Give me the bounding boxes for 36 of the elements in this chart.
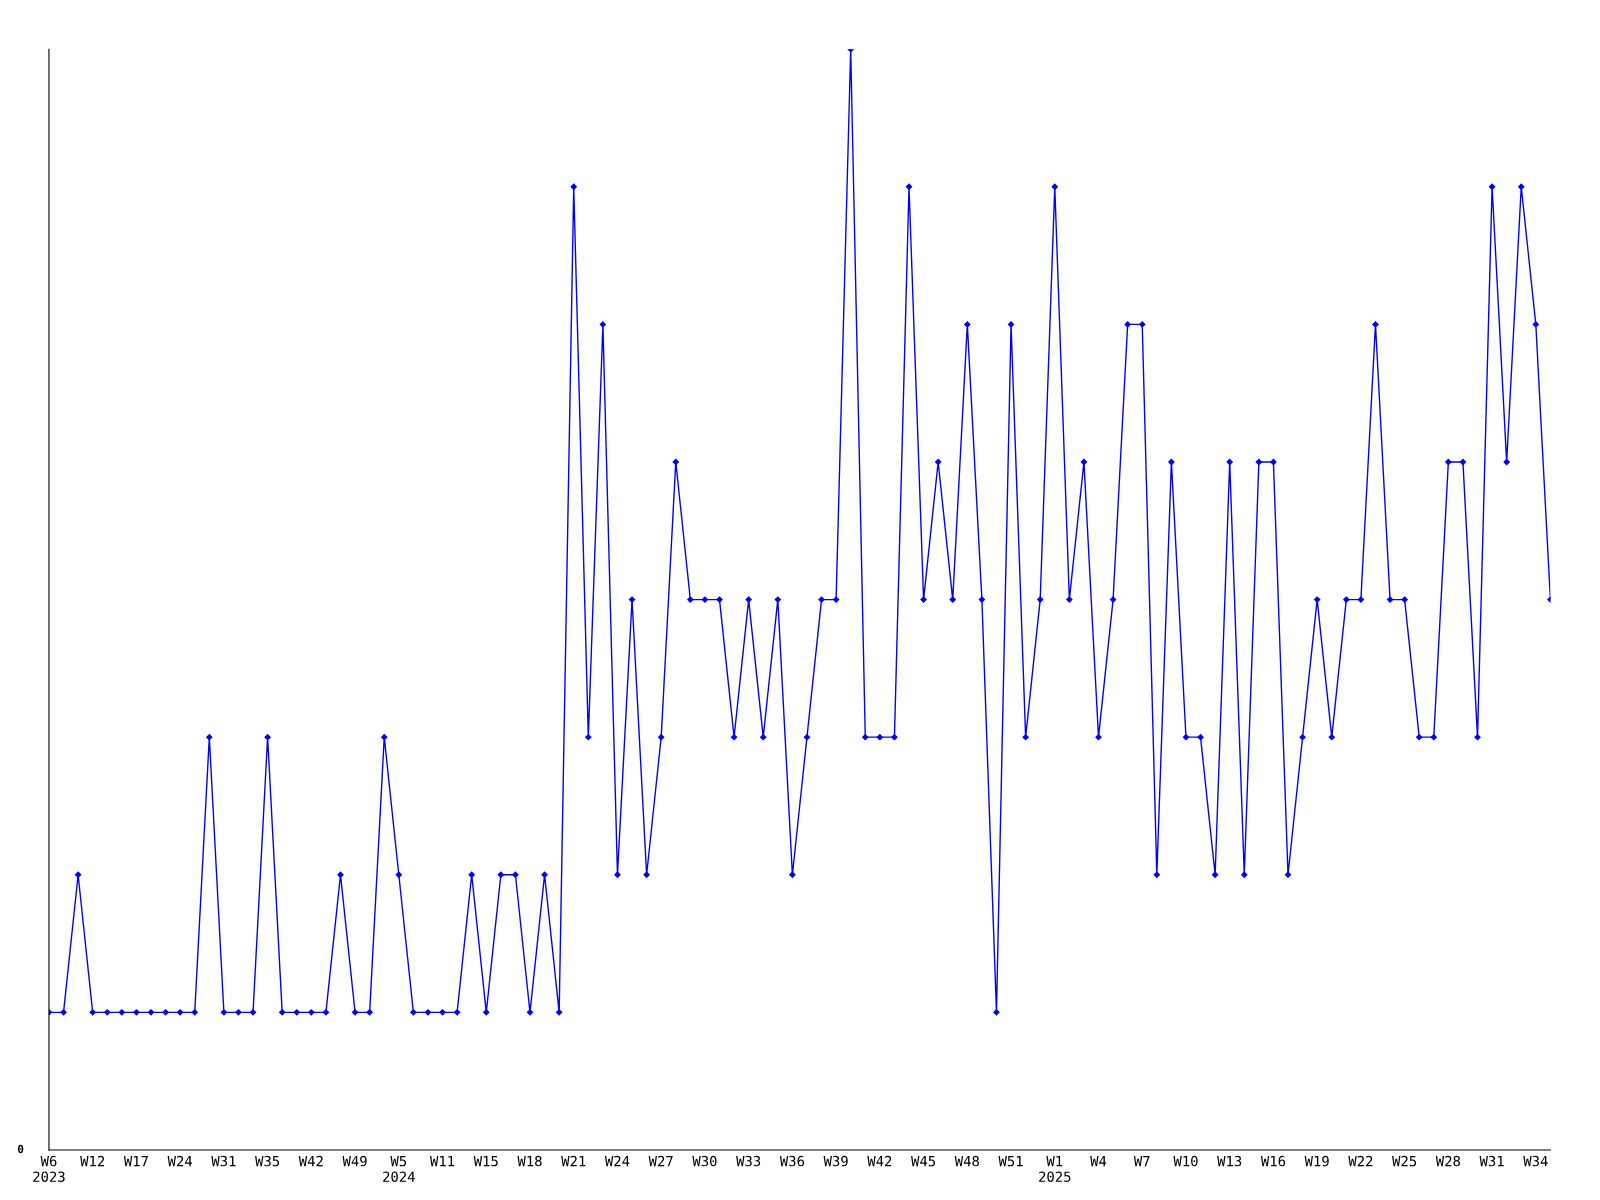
x-tick-label: W33	[736, 1155, 761, 1167]
x-tick-label: W16	[1260, 1155, 1286, 1167]
x-tick-label: W24	[167, 1155, 193, 1167]
x-tick-label: W7	[1133, 1156, 1150, 1167]
x-tick-label: W19	[1304, 1155, 1329, 1167]
x-tick-label: W13	[1217, 1155, 1242, 1167]
x-tick-label: W35	[255, 1155, 280, 1167]
x-tick-label: W42	[298, 1155, 323, 1167]
x-tick-label: W48	[954, 1155, 979, 1167]
x-tick-label: W31	[1479, 1155, 1504, 1167]
x-tick-label: W36	[779, 1155, 805, 1167]
x-tick-label: W18	[517, 1155, 542, 1167]
x-tick-label: W25	[1392, 1155, 1417, 1167]
x-tick-label: W10	[1173, 1155, 1198, 1167]
x-tick-label: W1 2025	[1039, 1156, 1071, 1182]
x-tick-label: W17	[123, 1156, 148, 1167]
x-tick-label: W28	[1435, 1155, 1461, 1167]
x-tick-label: W42	[867, 1155, 892, 1167]
x-tick-label: W27	[648, 1155, 673, 1167]
x-tick-label: W39	[823, 1155, 848, 1167]
x-tick-label: W30	[692, 1155, 717, 1167]
x-tick-label: W24	[604, 1155, 630, 1167]
x-tick-label: W5 2024	[383, 1156, 415, 1182]
x-tick-label: W12	[80, 1155, 105, 1167]
x-tick-label: W15	[473, 1156, 498, 1167]
x-tick-label: W34	[1523, 1155, 1548, 1167]
x-tick-label: W51	[998, 1156, 1023, 1167]
x-tick-label: W22	[1348, 1155, 1373, 1167]
x-tick-label: W31	[211, 1155, 236, 1167]
x-tick-label: W49	[342, 1155, 367, 1167]
x-tick-label: W6 2023	[33, 1155, 65, 1182]
text: 0	[17, 1144, 24, 1154]
x-tick-label: W21	[561, 1155, 586, 1167]
x-tick-label: W11	[430, 1156, 455, 1167]
x-tick-label: W4	[1090, 1156, 1107, 1167]
x-tick-label: W45	[911, 1156, 936, 1167]
